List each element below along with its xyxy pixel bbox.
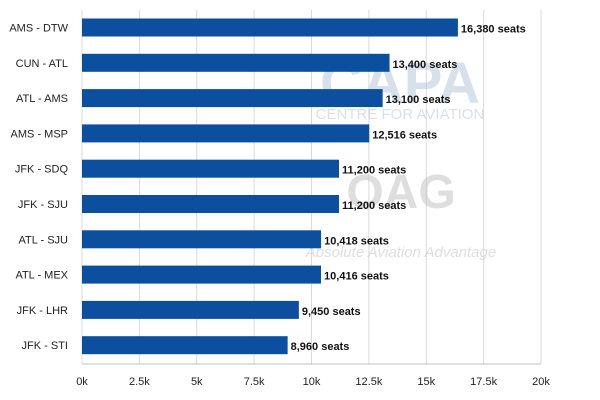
bar [82, 195, 340, 213]
x-tick-label: 12.5k [355, 376, 382, 388]
x-tick-label: 10k [303, 376, 321, 388]
watermark-logos: CAPA CENTRE FOR AVIATION OAG Absolute Av… [305, 51, 496, 261]
x-tick-label: 17.5k [470, 376, 497, 388]
bar [82, 300, 299, 319]
data-label: 10,418 seats [324, 235, 389, 247]
category-label: ATL - SJU [18, 234, 68, 246]
category-label: ATL - MEX [15, 270, 68, 282]
data-label: 8,960 seats [291, 341, 350, 353]
bar [82, 89, 383, 108]
x-tick-label: 20k [532, 376, 550, 388]
x-tick-label: 15k [417, 376, 435, 388]
bar [82, 230, 322, 249]
bar [82, 124, 370, 143]
category-label: AMS - DTW [9, 23, 68, 35]
bar [82, 53, 390, 72]
category-label: JFK - LHR [17, 305, 68, 317]
x-tick-label: 2.5k [129, 376, 150, 388]
data-label: 12,516 seats [372, 129, 437, 141]
x-tick-label: 0k [76, 376, 88, 388]
capa-tagline-watermark: CENTRE FOR AVIATION [316, 106, 485, 123]
x-tick-label: 5k [191, 376, 203, 388]
data-label: 13,400 seats [393, 59, 458, 71]
bar [82, 336, 288, 355]
bar-series [82, 18, 458, 355]
category-label: ATL - AMS [16, 93, 68, 105]
category-label: AMS - MSP [11, 128, 68, 140]
data-label: 11,200 seats [342, 165, 406, 177]
x-axis-ticks: 0k 2.5k 5k 7.5k 10k 12.5k 15k 17.5k 20k [76, 376, 550, 388]
data-label: 10,416 seats [324, 271, 389, 283]
oag-tagline-watermark: Absolute Aviation Advantage [305, 244, 496, 261]
category-label: JFK - SDQ [15, 164, 69, 176]
category-label: JFK - SJU [18, 199, 68, 211]
category-label: CUN - ATL [16, 58, 68, 70]
data-label: 13,100 seats [386, 94, 451, 106]
data-labels: 16,380 seats 13,400 seats 13,100 seats 12,5… [291, 24, 526, 354]
data-label: 9,450 seats [302, 306, 361, 318]
data-label: 11,200 seats [342, 200, 406, 212]
x-tick-label: 7.5k [244, 376, 265, 388]
bar [82, 265, 322, 284]
data-label: 16,380 seats [461, 24, 526, 36]
bar [82, 18, 458, 37]
category-labels: AMS - DTW CUN - ATL ATL - AMS AMS - MSP JFK … [9, 23, 68, 353]
category-label: JFK - STI [22, 340, 68, 352]
oag-logo-watermark: OAG [346, 166, 455, 219]
bar [82, 159, 340, 178]
